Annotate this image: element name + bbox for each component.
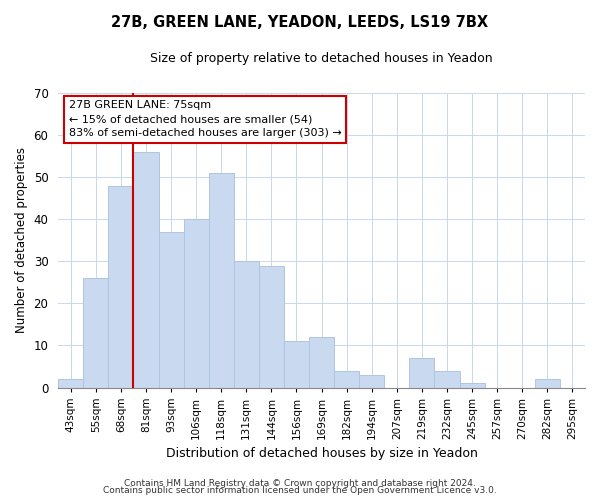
Bar bbox=[309, 337, 334, 388]
Bar bbox=[359, 375, 384, 388]
Title: Size of property relative to detached houses in Yeadon: Size of property relative to detached ho… bbox=[150, 52, 493, 66]
Bar bbox=[284, 341, 309, 388]
Bar bbox=[58, 379, 83, 388]
Text: Contains HM Land Registry data © Crown copyright and database right 2024.: Contains HM Land Registry data © Crown c… bbox=[124, 478, 476, 488]
Bar bbox=[434, 370, 460, 388]
Y-axis label: Number of detached properties: Number of detached properties bbox=[15, 148, 28, 334]
Bar bbox=[184, 220, 209, 388]
Bar bbox=[409, 358, 434, 388]
Bar bbox=[259, 266, 284, 388]
Bar bbox=[133, 152, 158, 388]
Bar bbox=[83, 278, 109, 388]
Bar bbox=[460, 384, 485, 388]
Text: Contains public sector information licensed under the Open Government Licence v3: Contains public sector information licen… bbox=[103, 486, 497, 495]
Bar bbox=[234, 262, 259, 388]
Bar bbox=[535, 379, 560, 388]
Bar bbox=[209, 173, 234, 388]
X-axis label: Distribution of detached houses by size in Yeadon: Distribution of detached houses by size … bbox=[166, 447, 478, 460]
Bar bbox=[158, 232, 184, 388]
Bar bbox=[109, 186, 133, 388]
Text: 27B, GREEN LANE, YEADON, LEEDS, LS19 7BX: 27B, GREEN LANE, YEADON, LEEDS, LS19 7BX bbox=[112, 15, 488, 30]
Text: 27B GREEN LANE: 75sqm
← 15% of detached houses are smaller (54)
83% of semi-deta: 27B GREEN LANE: 75sqm ← 15% of detached … bbox=[68, 100, 341, 138]
Bar bbox=[334, 370, 359, 388]
